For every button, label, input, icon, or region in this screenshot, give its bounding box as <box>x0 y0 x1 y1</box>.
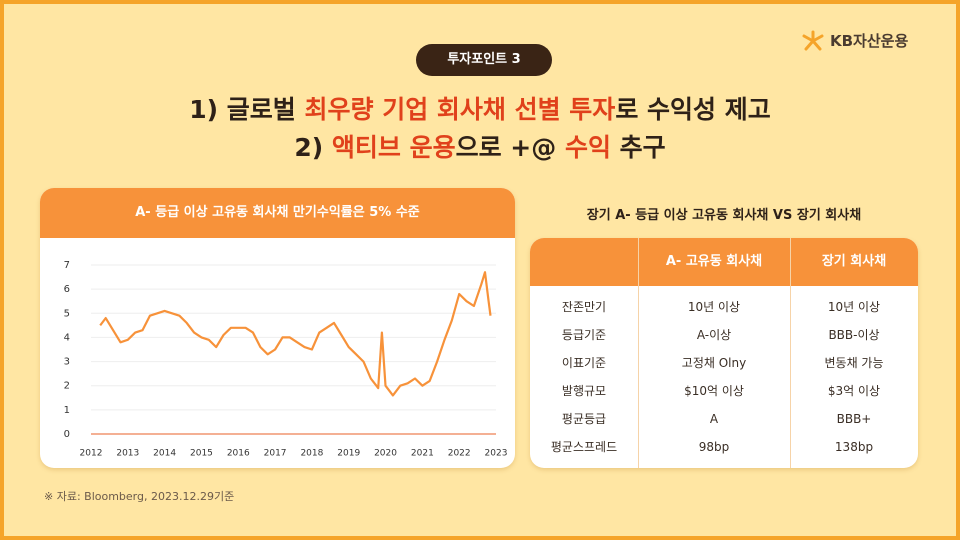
row-label: 등급기준 <box>561 328 607 342</box>
y-tick-label: 6 <box>64 284 70 295</box>
column-header: 장기 회사채 <box>821 254 887 269</box>
table-cell: $10억 이상 <box>684 384 744 398</box>
x-tick-label: 2017 <box>264 449 287 459</box>
chart-title: A- 등급 이상 고유동 회사채 만기수익률은 5% 수준 <box>40 188 515 238</box>
column-separator <box>790 238 791 468</box>
row-label: 이표기준 <box>561 356 607 370</box>
headline-text: 2) <box>294 133 332 162</box>
x-tick-label: 2015 <box>190 449 213 459</box>
y-tick-label: 5 <box>64 308 70 319</box>
row-label: 발행규모 <box>561 384 607 398</box>
x-tick-label: 2016 <box>227 449 250 459</box>
data-line <box>99 271 492 397</box>
table-cell: $3억 이상 <box>827 384 881 398</box>
row-label: 평균스프레드 <box>550 440 618 454</box>
x-tick-label: 2013 <box>116 449 139 459</box>
x-tick-label: 2023 <box>485 449 508 459</box>
badge: 투자포인트 3 <box>416 44 552 76</box>
headline-text: 추구 <box>610 133 666 162</box>
x-tick-label: 2021 <box>411 449 434 459</box>
source-note: ※ 자료: Bloomberg, 2023.12.29기준 <box>44 490 235 503</box>
table-cell: 변동채 가능 <box>824 356 884 370</box>
x-tick-label: 2012 <box>80 449 103 459</box>
column-separator <box>638 238 639 468</box>
table-cell: 10년 이상 <box>687 300 741 314</box>
table-cell: A-이상 <box>696 328 732 342</box>
logo: KB자산운용 <box>830 32 909 50</box>
table-cell: BBB-이상 <box>828 328 880 342</box>
y-tick-label: 4 <box>64 332 70 343</box>
x-tick-label: 2018 <box>300 449 323 459</box>
highlight-text: 액티브 운용 <box>331 133 456 162</box>
table-cell: 138bp <box>834 440 874 454</box>
chart-card: A- 등급 이상 고유동 회사채 만기수익률은 5% 수준 0 1 2 3 4 5 6 7 20… <box>40 188 515 468</box>
headline-text: 으로 +@ <box>455 133 565 162</box>
logo-icon <box>802 30 824 51</box>
table-cell: 98bp <box>698 440 730 454</box>
y-tick-label: 1 <box>64 405 70 416</box>
table-cell: A <box>709 412 719 426</box>
x-tick-label: 2022 <box>448 449 471 459</box>
x-tick-label: 2020 <box>374 449 397 459</box>
y-tick-label: 0 <box>64 429 70 440</box>
y-tick-label: 3 <box>64 357 70 368</box>
headline: 2) 액티브 운용으로 +@ 수익 추구 <box>4 128 956 164</box>
row-label: 평균등급 <box>561 412 607 426</box>
table-cell: 고정채 Olny <box>681 356 747 370</box>
y-tick-label: 7 <box>64 260 70 271</box>
table-title: 장기 A- 등급 이상 고유동 회사채 VS 장기 회사채 <box>586 208 862 223</box>
table-cell: 10년 이상 <box>827 300 881 314</box>
row-label: 잔존만기 <box>561 300 607 314</box>
highlight-text: 최우량 기업 회사채 선별 투자 <box>304 95 616 124</box>
table-cell: BBB+ <box>836 412 872 426</box>
headline-text: 로 수익성 제고 <box>615 95 771 124</box>
highlight-text: 수익 <box>564 133 611 162</box>
table-header: A- 고유동 회사채 장기 회사채 <box>530 238 918 286</box>
headline-text: 1) 글로벌 <box>189 95 305 124</box>
column-header: A- 고유동 회사채 <box>665 254 763 269</box>
x-tick-label: 2019 <box>337 449 360 459</box>
y-tick-label: 2 <box>64 381 70 392</box>
headline: 1) 글로벌 최우량 기업 회사채 선별 투자로 수익성 제고 <box>4 90 956 126</box>
chart: 0 1 2 3 4 5 6 7 2012 2013 2014 2015 2016 2017 2018 2019… <box>64 260 508 459</box>
x-tick-label: 2014 <box>153 449 176 459</box>
